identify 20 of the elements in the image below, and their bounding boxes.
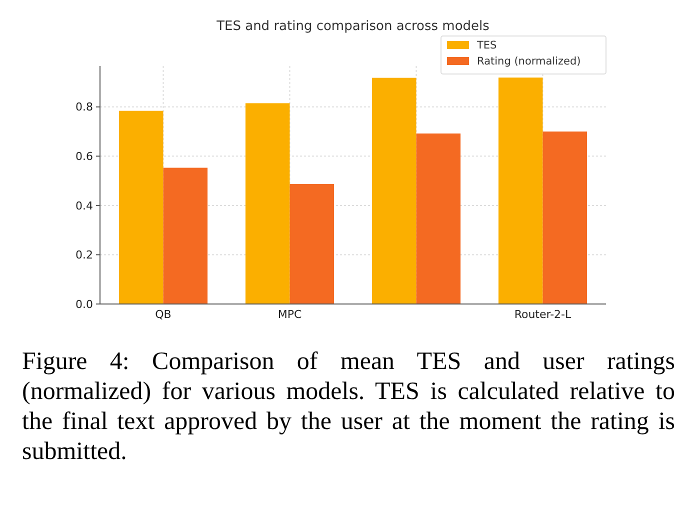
x-tick-label: MPC [278, 308, 302, 321]
y-tick-label: 0.4 [76, 199, 93, 212]
y-tick-label: 0.8 [76, 100, 93, 114]
bar [118, 110, 164, 304]
y-tick-label: 0.0 [76, 298, 93, 311]
y-tick-label: 0.2 [76, 248, 93, 262]
y-tick-label: 0.6 [76, 150, 93, 164]
bar [498, 78, 543, 304]
bar [245, 103, 290, 304]
bar [416, 134, 461, 304]
caption: Figure 4: Comparison of mean TES and user ratings (normalized) for various models. TES is calculated relative to the final text approved by the user at the moment the rating is submitted. [22, 347, 675, 467]
bar [163, 168, 208, 304]
legend-label: Rating (normalized) [477, 56, 581, 68]
legend-label: TES [476, 40, 498, 52]
x-tick-label: Router-2-L [514, 308, 572, 321]
chart-title: TES and rating comparison across models [216, 19, 490, 34]
bar [542, 132, 588, 304]
x-tick-label: QB [155, 308, 172, 321]
bar [372, 78, 416, 304]
bar [290, 184, 334, 304]
